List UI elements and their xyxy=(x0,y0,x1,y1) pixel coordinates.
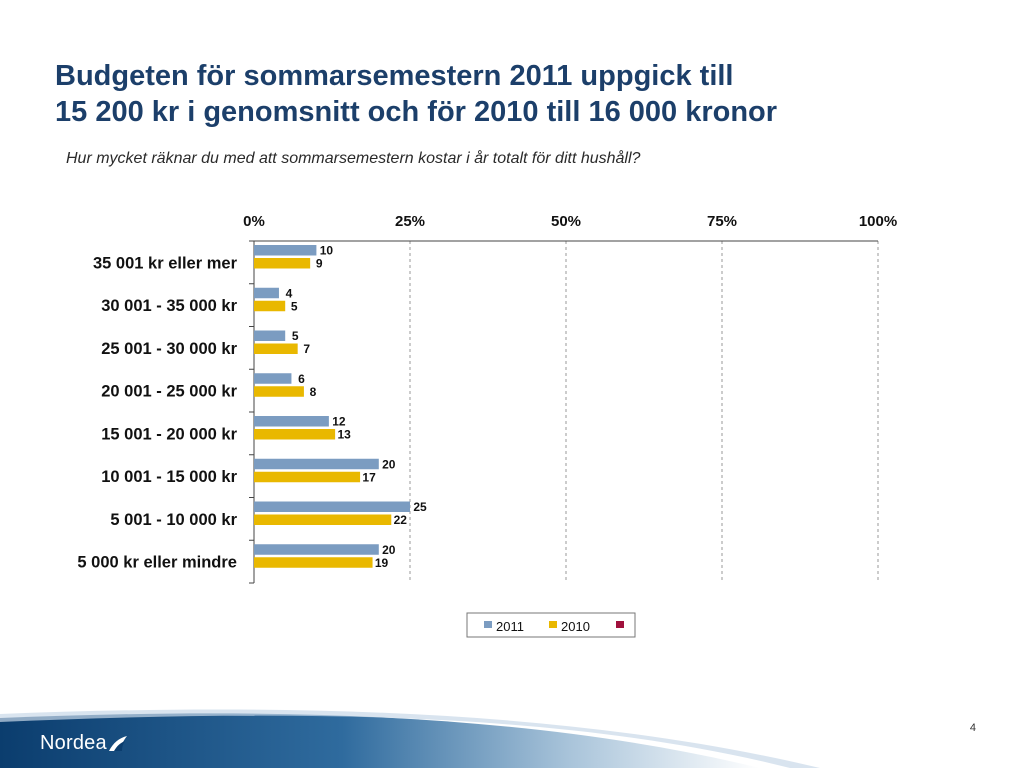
footer-wave xyxy=(0,709,820,768)
bar-chart: 0% 25% 50% 75% 100% 35 001 kr eller mer 109 30 … xyxy=(77,213,897,638)
bar-2011 xyxy=(254,287,279,299)
category-label: 5 000 kr eller mindre xyxy=(77,554,237,572)
legend-swatch-2011 xyxy=(484,621,492,628)
category-label: 20 001 - 25 000 kr xyxy=(101,383,237,401)
slide-subtitle: Hur mycket räknar du med att sommarsemes… xyxy=(66,150,641,167)
title-line-2: 15 200 kr i genomsnitt och för 2010 till… xyxy=(55,96,778,128)
category-label: 5 001 - 10 000 kr xyxy=(110,511,237,529)
x-tick-label: 25% xyxy=(395,213,425,230)
title-line-1: Budgeten för sommarsemestern 2011 uppgic… xyxy=(55,60,734,92)
nordea-logo: Nordea xyxy=(40,732,129,755)
bar-2010 xyxy=(254,429,336,440)
data-label-2011: 12 xyxy=(332,415,346,429)
bar-2010 xyxy=(254,258,311,269)
data-label-2010: 17 xyxy=(362,470,376,484)
bar-2011 xyxy=(254,458,379,470)
bar-2010 xyxy=(254,557,373,568)
bar-2010 xyxy=(254,386,304,397)
bar-2011 xyxy=(254,373,292,384)
brand-name: Nordea xyxy=(40,732,107,754)
data-label-2011: 4 xyxy=(286,286,293,300)
data-label-2010: 22 xyxy=(394,513,408,527)
bar-2011 xyxy=(254,544,379,555)
category-label: 35 001 kr eller mer xyxy=(93,254,238,272)
data-label-2011: 20 xyxy=(382,457,396,471)
bar-2010 xyxy=(254,471,361,483)
bar-2010 xyxy=(254,300,286,312)
page-number: 4 xyxy=(969,722,976,734)
legend-label-2010: 2010 xyxy=(561,619,590,634)
x-tick-label: 50% xyxy=(551,213,581,230)
bar-2011 xyxy=(254,330,286,341)
x-tick-label: 0% xyxy=(243,213,265,230)
nordea-sail-icon xyxy=(108,735,127,751)
data-label-2011: 20 xyxy=(382,543,396,557)
data-label-2010: 7 xyxy=(303,342,310,356)
category-label: 15 001 - 20 000 kr xyxy=(101,425,237,443)
data-label-2011: 10 xyxy=(320,244,334,258)
bar-2010 xyxy=(254,343,298,354)
bar-2011 xyxy=(254,245,317,256)
bar-2011 xyxy=(254,501,410,512)
data-label-2010: 9 xyxy=(316,257,323,271)
data-label-2011: 6 xyxy=(298,372,305,386)
legend-swatch-2010 xyxy=(549,621,557,628)
bar-2010 xyxy=(254,514,392,525)
data-label-2010: 5 xyxy=(291,299,298,313)
category-label: 25 001 - 30 000 kr xyxy=(101,340,237,358)
category-label: 30 001 - 35 000 kr xyxy=(101,297,237,315)
slide-title: Budgeten för sommarsemestern 2011 uppgic… xyxy=(55,58,777,130)
legend-label-2011: 2011 xyxy=(496,619,524,634)
data-label-2010: 19 xyxy=(375,556,389,570)
x-tick-label: 75% xyxy=(707,213,737,230)
data-label-2010: 13 xyxy=(337,428,351,442)
category-label: 10 001 - 15 000 kr xyxy=(101,468,237,486)
legend-swatch-extra xyxy=(616,621,624,628)
bar-2011 xyxy=(254,416,329,427)
x-tick-label: 100% xyxy=(859,213,897,230)
data-label-2011: 25 xyxy=(413,500,427,514)
data-label-2010: 8 xyxy=(310,385,317,399)
data-label-2011: 5 xyxy=(292,329,299,343)
